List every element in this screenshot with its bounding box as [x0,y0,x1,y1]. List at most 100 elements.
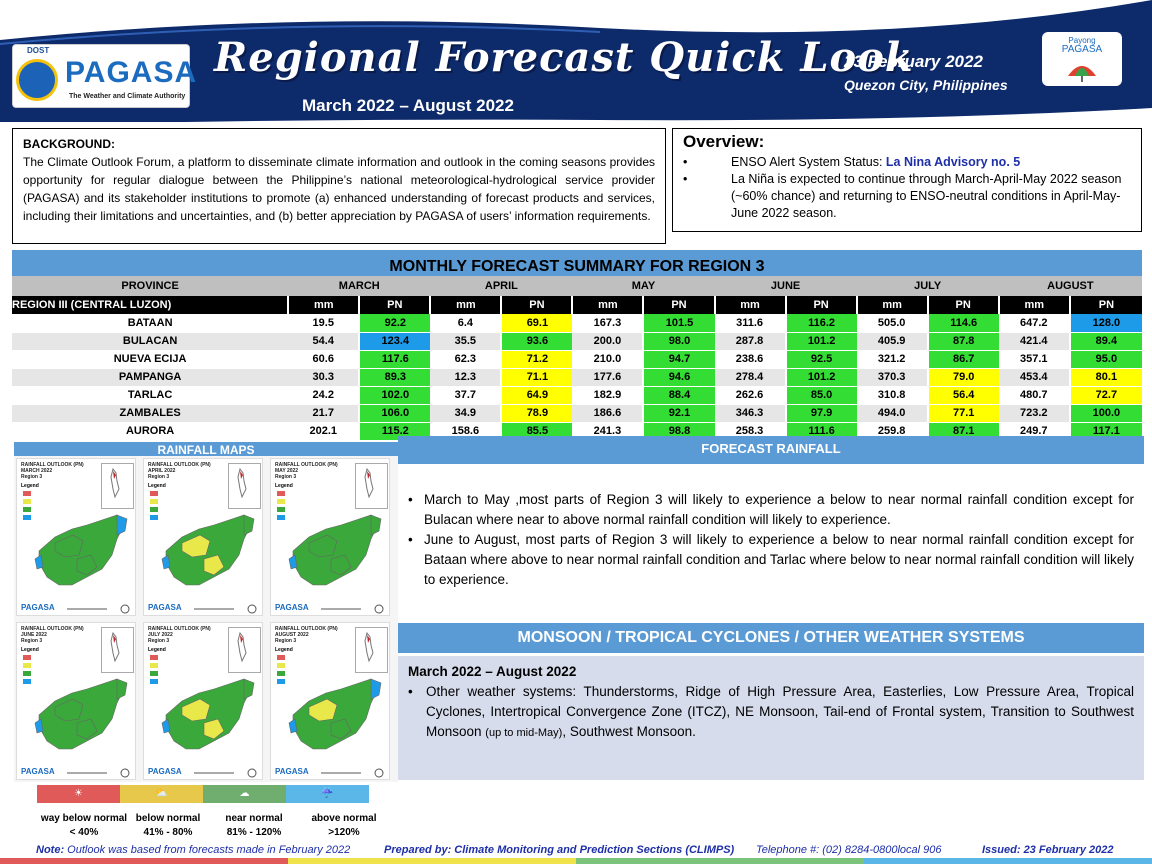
map-legend-label: Legend [21,647,39,653]
pn-cell: 98.8 [642,422,715,441]
mm-header: mm [429,296,502,314]
pn-header: PN [500,296,573,314]
month-header: AUGUST [998,276,1142,296]
pn-cell: 87.8 [926,332,999,351]
pn-header: PN [926,296,999,314]
map-legend-label: Legend [275,483,293,489]
footer-color-stripe [0,858,1152,864]
mm-cell: 321.2 [856,350,928,369]
forecast-summary-table: MONTHLY FORECAST SUMMARY FOR REGION 3 PR… [12,250,1142,441]
heavy-rain-icon: ☔ [286,785,369,803]
legend-category-name: below normal [135,813,201,824]
mm-cell: 370.3 [856,368,928,387]
pn-cell: 87.1 [926,422,999,441]
mm-cell: 30.3 [288,368,360,387]
mm-cell: 241.3 [572,422,644,441]
province-cell: BATAAN [12,314,289,333]
month-header: APRIL [430,276,573,296]
legend-category-name: near normal [225,813,283,824]
umbrella-icon [1068,66,1096,82]
rainfall-map: RAINFALL OUTLOOK (PN) MARCH 2022 Region 3 L… [16,458,136,616]
la-nina-advisory-link[interactable]: La Nina Advisory no. 5 [885,155,1021,169]
mm-cell: 182.9 [572,386,644,405]
mm-cell: 24.2 [288,386,360,405]
mm-cell: 186.6 [572,404,644,423]
map-pagasa-logo: PAGASA [21,603,55,612]
pn-cell: 98.0 [642,332,715,351]
mm-cell: 60.6 [288,350,360,369]
mm-header: mm [287,296,360,314]
pn-cell: 85.0 [784,386,857,405]
mm-cell: 405.9 [856,332,928,351]
map-pagasa-logo: PAGASA [148,603,182,612]
pn-cell: 93.6 [500,332,573,351]
mm-cell: 210.0 [572,350,644,369]
monsoon-text-b: , Southwest Monsoon. [562,724,696,739]
map-legend-label: Legend [148,647,166,653]
mm-header: mm [855,296,928,314]
footer: Note: Outlook was based from forecasts m… [0,842,1152,864]
province-header: PROVINCE [12,276,289,296]
monsoon-text-small: (up to mid-May) [485,727,563,739]
pn-cell: 56.4 [926,386,999,405]
pn-cell: 92.2 [358,314,431,333]
pn-cell: 69.1 [500,314,573,333]
rainfall-map: RAINFALL OUTLOOK (PN) MAY 2022 Region 3 Leg… [270,458,390,616]
province-cell: BULACAN [12,332,289,351]
enso-status-label: ENSO Alert System Status: [731,155,886,169]
background-panel: BACKGROUND: The Climate Outlook Forum, a… [12,128,666,244]
pn-cell: 88.4 [642,386,715,405]
pn-header: PN [358,296,431,314]
region-map-shape [23,631,130,778]
pn-cell: 100.0 [1068,404,1142,423]
monsoon-body: March 2022 – August 2022 Other weather s… [398,656,1144,780]
mm-header: mm [997,296,1070,314]
region-map-shape [277,631,384,778]
province-cell: TARLAC [12,386,289,405]
mm-cell: 647.2 [998,314,1070,333]
legend-category-range: 41% - 80% [143,827,193,838]
pn-cell: 101.5 [642,314,715,333]
overview-item-la-nina: La Niña is expected to continue through … [683,171,1131,222]
location-inset [228,627,261,673]
location-inset [355,627,388,673]
mm-cell: 37.7 [430,386,502,405]
payong-pagasa-label: PAGASA [1061,44,1103,55]
mm-cell: 34.9 [430,404,502,423]
mm-cell: 421.4 [998,332,1070,351]
mm-cell: 278.4 [714,368,786,387]
map-pagasa-logo: PAGASA [21,767,55,776]
mm-cell: 480.7 [998,386,1070,405]
mm-cell: 167.3 [572,314,644,333]
mm-cell: 453.4 [998,368,1070,387]
unit-header-row: REGION III (CENTRAL LUZON) mm PN mm PN mm PN m… [12,296,1142,314]
pn-cell: 116.2 [784,314,857,333]
overview-item-enso: ENSO Alert System Status: La Nina Adviso… [683,154,1131,171]
pn-cell: 80.1 [1068,368,1142,387]
mm-cell: 258.3 [714,422,786,441]
pn-cell: 92.5 [784,350,857,369]
location-inset [355,463,388,509]
rainfall-maps-heading: RAINFALL MAPS [14,442,398,457]
monsoon-bullet: Other weather systems: Thunderstorms, Ri… [408,682,1134,743]
mm-cell: 35.5 [430,332,502,351]
map-legend-label: Legend [148,483,166,489]
mm-cell: 21.7 [288,404,360,423]
map-pagasa-logo: PAGASA [275,603,309,612]
pn-cell: 128.0 [1068,314,1142,333]
background-heading: BACKGROUND: [23,137,115,151]
rainfall-map: RAINFALL OUTLOOK (PN) JULY 2022 Region 3 Le… [143,622,263,780]
map-legend-label: Legend [21,483,39,489]
pn-cell: 89.3 [358,368,431,387]
mm-cell: 54.4 [288,332,360,351]
mm-cell: 311.6 [714,314,786,333]
cloud-rain-icon: ☁ [203,785,286,803]
map-pagasa-logo: PAGASA [148,767,182,776]
table-row: AURORA 202.1 115.2 158.6 85.5 241.3 98.8 258.3 1… [12,422,1142,441]
pn-cell: 77.1 [926,404,999,423]
map-title: RAINFALL OUTLOOK (PN) JULY 2022 Region 3 [148,626,211,644]
pn-cell: 117.1 [1068,422,1142,441]
overview-heading: Overview: [683,132,765,151]
mm-header: mm [571,296,644,314]
forecast-rainfall-body: March to May ,most parts of Region 3 wil… [400,490,1134,590]
